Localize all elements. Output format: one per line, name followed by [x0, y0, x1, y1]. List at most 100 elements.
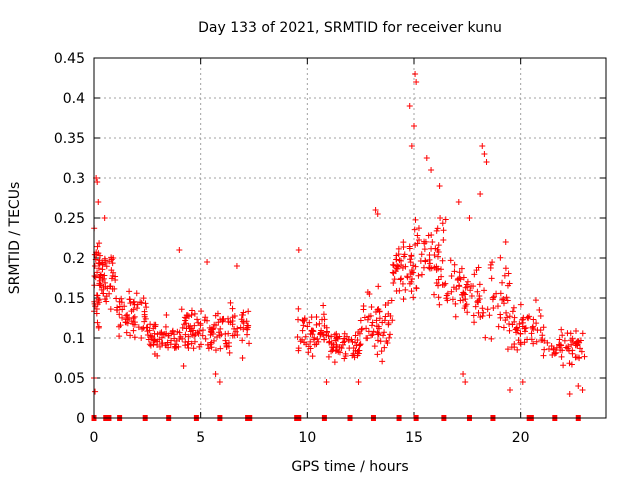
data-point — [397, 276, 404, 283]
data-point — [131, 301, 138, 308]
data-point — [213, 333, 220, 340]
data-point — [190, 345, 197, 352]
data-point — [297, 338, 304, 345]
data-point — [102, 296, 109, 303]
data-point — [524, 314, 531, 321]
data-point — [404, 273, 411, 280]
data-point — [497, 254, 504, 261]
data-point — [374, 211, 381, 217]
data-point — [418, 251, 425, 258]
data-point — [470, 312, 477, 319]
data-point — [103, 263, 110, 270]
data-point — [128, 318, 135, 325]
data-point — [436, 183, 443, 189]
data-point — [131, 319, 138, 326]
data-point — [460, 297, 467, 304]
data-point — [426, 251, 433, 258]
data-point — [516, 320, 523, 327]
data-point — [387, 331, 394, 338]
data-point — [560, 362, 567, 369]
data-point — [400, 296, 407, 303]
data-point — [421, 246, 428, 253]
data-point — [375, 330, 382, 337]
data-point — [381, 329, 388, 336]
data-point — [488, 275, 495, 282]
data-point — [330, 341, 337, 348]
data-point — [217, 325, 224, 332]
data-point — [355, 379, 362, 385]
data-point — [294, 333, 301, 340]
data-point — [94, 319, 101, 326]
data-point — [222, 337, 229, 344]
data-point — [361, 314, 368, 321]
data-point — [162, 323, 169, 330]
data-point — [511, 344, 518, 351]
data-point — [319, 331, 326, 338]
data-point — [559, 332, 566, 339]
data-point — [216, 332, 223, 339]
data-point — [302, 333, 309, 340]
data-point — [313, 321, 320, 328]
data-point — [529, 323, 536, 330]
data-point — [239, 311, 246, 318]
data-point — [140, 295, 147, 302]
data-point — [578, 348, 585, 355]
data-point — [529, 324, 536, 331]
x-axis-label: GPS time / hours — [291, 459, 408, 475]
data-point — [481, 287, 488, 294]
data-point — [141, 311, 148, 318]
data-point — [477, 191, 484, 197]
data-point — [460, 371, 467, 377]
data-point — [321, 316, 328, 323]
data-point — [408, 276, 415, 283]
data-point — [310, 336, 317, 343]
data-point — [479, 312, 486, 319]
data-point — [100, 290, 107, 297]
data-point — [239, 337, 246, 344]
data-point — [442, 280, 449, 287]
data-point — [540, 324, 547, 331]
data-point — [558, 342, 565, 349]
data-point — [124, 311, 131, 318]
data-point — [413, 79, 420, 85]
data-point — [569, 350, 576, 357]
data-point — [474, 288, 481, 295]
data-point — [525, 315, 532, 322]
data-point — [150, 339, 157, 346]
data-point — [528, 336, 535, 343]
data-point — [191, 332, 198, 339]
data-point — [422, 257, 429, 264]
data-point — [101, 272, 108, 279]
y-tick-label: 0.15 — [54, 291, 85, 307]
data-point — [186, 313, 193, 320]
data-point — [102, 279, 109, 286]
data-point — [119, 314, 126, 321]
data-point — [499, 279, 506, 286]
data-point — [91, 272, 98, 279]
data-point — [126, 314, 133, 321]
y-axis-label: SRMTID / TECUs — [7, 182, 23, 295]
data-point — [178, 306, 185, 313]
data-point — [440, 237, 447, 244]
data-point — [307, 345, 314, 352]
data-point — [154, 352, 161, 359]
data-point — [369, 331, 376, 338]
data-point — [569, 335, 576, 342]
data-point — [515, 337, 522, 344]
data-point — [381, 344, 388, 351]
y-tick-label: 0 — [76, 411, 85, 427]
data-point — [99, 261, 106, 268]
data-point — [310, 328, 317, 335]
data-point — [488, 335, 495, 342]
data-point — [500, 324, 507, 331]
data-point — [440, 227, 447, 234]
data-point — [471, 271, 478, 278]
data-point — [533, 338, 540, 345]
data-point — [239, 318, 246, 325]
y-tick-label: 0.45 — [54, 51, 85, 67]
data-point — [358, 326, 365, 333]
y-tick-label: 0.3 — [63, 171, 85, 187]
data-point — [385, 319, 392, 326]
data-point — [426, 264, 433, 271]
data-point — [204, 341, 211, 348]
